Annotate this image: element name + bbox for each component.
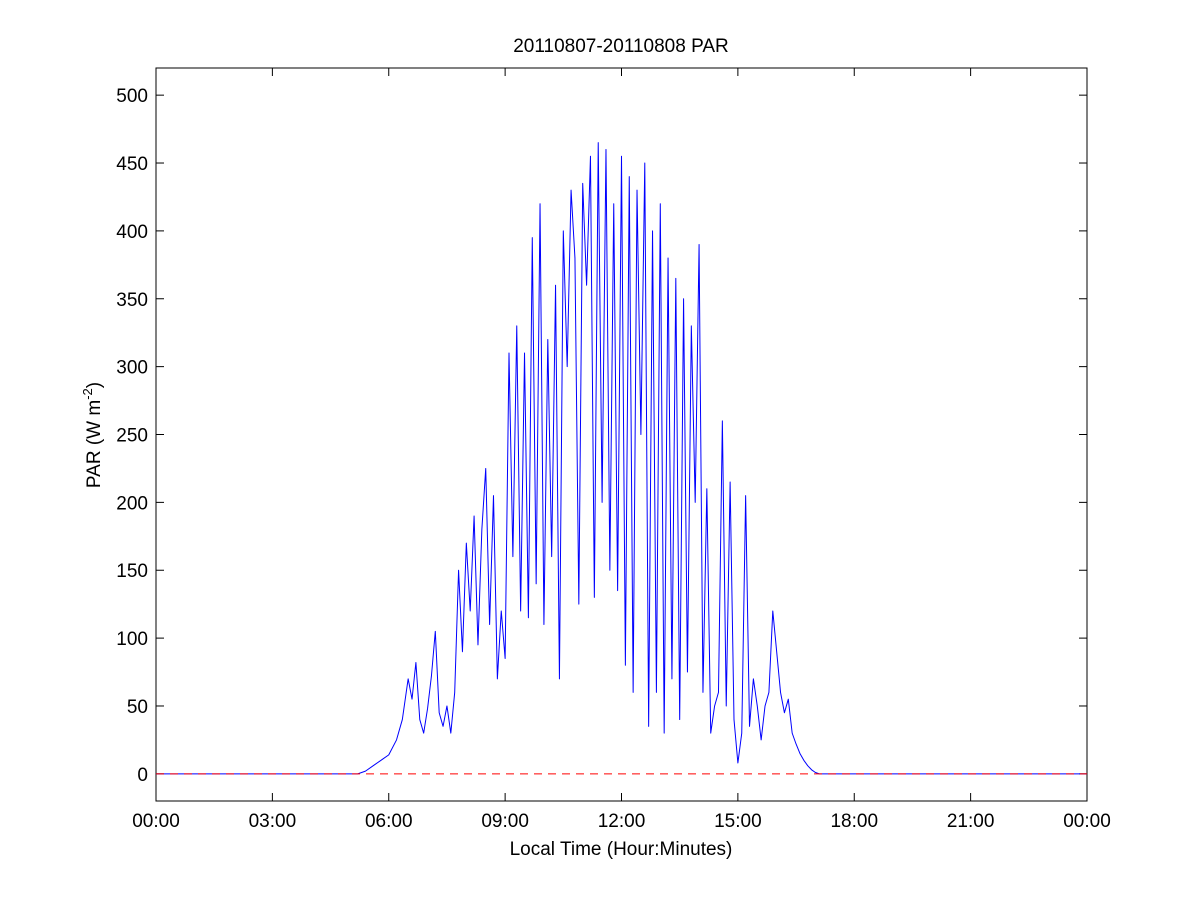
x-tick-label: 03:00 xyxy=(249,811,297,832)
y-tick-label: 500 xyxy=(116,86,148,107)
chart-title: 20110807-20110808 PAR xyxy=(513,36,729,57)
x-tick-label: 06:00 xyxy=(365,811,413,832)
par-series-line xyxy=(156,142,1087,775)
y-tick-label: 300 xyxy=(116,358,148,379)
y-axis-label-superscript: -2 xyxy=(80,388,95,400)
y-tick-label: 250 xyxy=(116,426,148,447)
x-tick-label: 00:00 xyxy=(1063,811,1111,832)
y-axis: 0 50 100 150 200 250 300 350 400 450 500 xyxy=(116,86,1087,786)
y-tick-label: 400 xyxy=(116,222,148,243)
y-tick-label: 350 xyxy=(116,290,148,311)
y-axis-label-base: PAR (W m xyxy=(84,400,105,488)
y-tick-label: 50 xyxy=(127,697,148,718)
x-tick-label: 21:00 xyxy=(947,811,995,832)
y-tick-label: 450 xyxy=(116,154,148,175)
x-axis-label: Local Time (Hour:Minutes) xyxy=(510,839,733,860)
x-tick-label: 00:00 xyxy=(132,811,180,832)
y-axis-label: PAR (W m-2) xyxy=(80,382,105,488)
y-tick-label: 100 xyxy=(116,629,148,650)
y-tick-label: 150 xyxy=(116,561,148,582)
x-tick-label: 15:00 xyxy=(714,811,762,832)
y-axis-label-suffix: ) xyxy=(84,382,105,388)
y-tick-label: 200 xyxy=(116,493,148,514)
series-layer xyxy=(156,142,1087,775)
x-axis: 00:00 03:00 06:00 09:00 12:00 15:00 18:00 21:00… xyxy=(132,68,1111,832)
x-tick-label: 09:00 xyxy=(481,811,529,832)
y-tick-label: 0 xyxy=(137,765,148,786)
x-tick-label: 12:00 xyxy=(598,811,646,832)
x-tick-label: 18:00 xyxy=(830,811,878,832)
